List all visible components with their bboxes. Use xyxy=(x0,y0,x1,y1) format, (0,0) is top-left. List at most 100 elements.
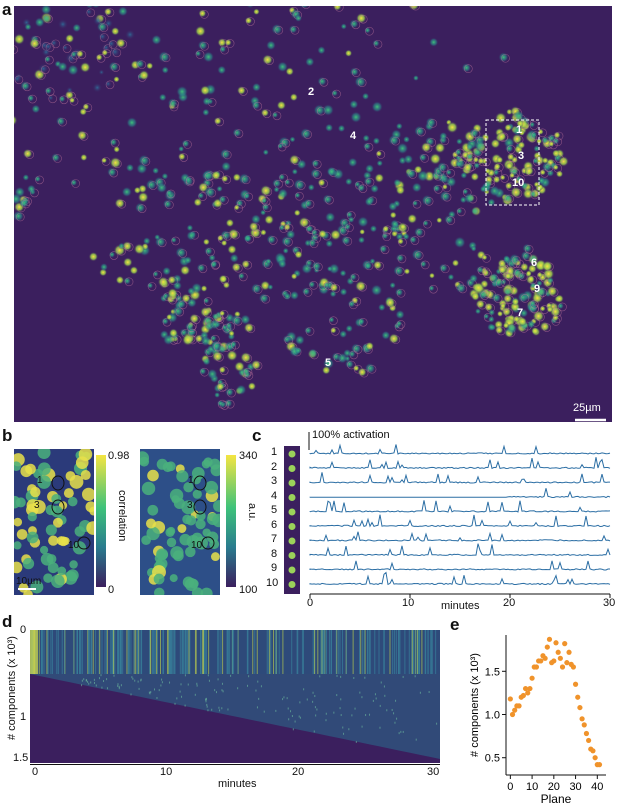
neuron-blob xyxy=(494,112,507,124)
raster-event xyxy=(333,711,335,714)
neuron-blob xyxy=(179,265,191,276)
neuron-blob xyxy=(161,66,169,74)
neuron-blob xyxy=(310,168,321,179)
roi-contour xyxy=(396,288,406,298)
neuron-blob xyxy=(395,185,406,195)
raster-stripe xyxy=(105,630,107,674)
neuron-blob xyxy=(329,282,339,293)
raster-event xyxy=(391,708,393,711)
neuron-blob xyxy=(413,125,425,137)
neuron-blob xyxy=(541,261,553,272)
roi-contour xyxy=(290,25,300,35)
neuron-blob xyxy=(411,248,424,261)
e-data-point xyxy=(581,722,587,728)
d-ytick-1: 1 xyxy=(20,711,27,723)
neuron-blob xyxy=(278,224,285,231)
raster-event xyxy=(161,681,163,684)
raster-event xyxy=(398,732,400,735)
raster-stripe xyxy=(171,630,173,674)
neuron-blob xyxy=(504,123,512,132)
raster-event xyxy=(156,696,158,699)
raster-event xyxy=(436,722,438,725)
activity-trace xyxy=(309,543,611,557)
neuron-blob xyxy=(253,8,260,16)
neuron-blob xyxy=(124,29,136,40)
roi-contour xyxy=(45,87,55,96)
raster-stripe xyxy=(152,630,154,674)
neuron-blob xyxy=(219,310,226,317)
roi-contour xyxy=(411,6,421,11)
raster-event xyxy=(184,674,186,677)
neuron-blob xyxy=(76,130,88,141)
raster-event xyxy=(81,684,83,687)
neuron-blob xyxy=(332,6,342,11)
roi-contour xyxy=(284,335,294,345)
raster-stripe xyxy=(411,630,413,674)
raster-stripe xyxy=(110,630,112,674)
neuron-blob xyxy=(390,219,400,229)
e-data-point xyxy=(542,655,548,661)
neuron-blob xyxy=(216,185,223,193)
neuron-blob xyxy=(502,254,511,263)
raster-stripe xyxy=(204,630,206,674)
correlation-label: correlation xyxy=(116,490,128,542)
neuron-blob xyxy=(503,287,512,296)
neuron-blob xyxy=(24,23,32,31)
raster-stripe xyxy=(186,630,188,674)
roi-contour xyxy=(69,96,79,106)
neuron-blob xyxy=(303,198,313,208)
neuron-blob xyxy=(499,302,506,309)
raster-stripe xyxy=(172,630,174,674)
neuron-blob xyxy=(345,324,354,333)
roi-contour xyxy=(14,75,24,85)
neuron-blob xyxy=(118,242,125,250)
neuron-blob xyxy=(328,263,340,275)
raster-event xyxy=(117,684,119,687)
raster-stripe xyxy=(117,630,119,674)
neuron-blob xyxy=(117,6,129,17)
roi-contour xyxy=(477,266,487,275)
roi-contour xyxy=(179,153,189,162)
raster-stripe xyxy=(329,630,331,674)
b-cell-blob xyxy=(63,488,74,499)
neuron-blob xyxy=(271,111,279,119)
raster-stripe xyxy=(418,630,420,674)
b-cell-blob xyxy=(212,513,220,528)
raster-stripe xyxy=(185,630,187,674)
neuron-blob xyxy=(232,128,242,138)
neuron-blob xyxy=(133,186,142,194)
panel-d-letter: d xyxy=(2,612,13,631)
neuron-blob xyxy=(98,69,105,76)
activity-trace xyxy=(309,514,611,528)
correlation-colorbar xyxy=(96,455,106,587)
panel-e-letter: e xyxy=(450,615,460,634)
raster-event xyxy=(208,679,210,682)
neuron-blob xyxy=(344,49,353,57)
neuron-blob xyxy=(420,141,432,153)
roi-contour xyxy=(536,312,545,322)
b-cell-blob xyxy=(154,587,165,595)
neuron-blob xyxy=(541,161,553,173)
neuron-blob xyxy=(202,108,210,117)
raster-stripe xyxy=(291,630,293,674)
roi-contour xyxy=(508,153,517,163)
neuron-blob xyxy=(115,38,126,49)
roi-contour xyxy=(160,278,170,288)
roi-contour xyxy=(166,189,176,199)
neuron-blob xyxy=(365,341,375,351)
roi-contour xyxy=(234,129,244,138)
neuron-blob xyxy=(453,236,466,249)
raster-stripe xyxy=(127,630,129,674)
d-ytick-0: 0 xyxy=(20,624,27,636)
raster-event xyxy=(196,684,198,687)
raster-stripe xyxy=(222,630,224,674)
neuron-blob xyxy=(357,367,367,377)
neuron-blob xyxy=(354,280,367,292)
raster-event xyxy=(113,674,115,677)
raster-stripe xyxy=(79,630,81,674)
neuron-blob xyxy=(264,214,275,225)
cell-thumbnail xyxy=(288,494,296,501)
neuron-blob xyxy=(68,97,76,104)
raster-event xyxy=(169,681,171,684)
raster-stripe xyxy=(282,630,284,674)
